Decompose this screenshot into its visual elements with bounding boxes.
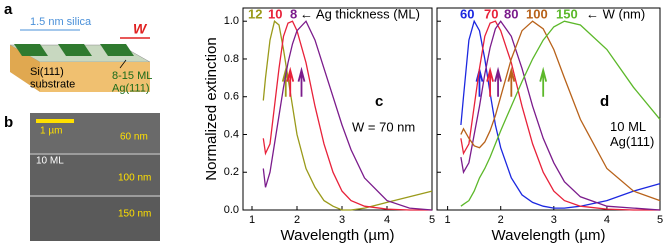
y-tick-label: 0.0 [224, 204, 239, 216]
y-tick-label: 1.0 [224, 15, 239, 27]
panel-a-sketch [9, 29, 151, 92]
legend-entry: 70 [484, 6, 498, 21]
arrow [507, 66, 516, 97]
legend-entry: 80 [504, 6, 518, 21]
annotation: W = 70 nm [352, 119, 415, 134]
arrow [486, 66, 494, 97]
x-tick-label: 3 [551, 214, 557, 226]
x-tick-label: 2 [498, 214, 504, 226]
legend-entry: 100 [526, 6, 548, 21]
y-axis-label: Normalized extinction [203, 37, 220, 180]
legend-entry: 10 [268, 6, 282, 21]
series-line [460, 20, 661, 202]
legend-entry: 150 [556, 6, 578, 21]
x-tick-label: 5 [429, 214, 435, 226]
annotation: 10 ML Ag(111) [610, 119, 654, 149]
plot-frame [242, 7, 433, 211]
x-tick-label: 1 [249, 214, 255, 226]
x-tick-label: 1 [445, 214, 451, 226]
legend-title: ← W (nm) [586, 6, 645, 21]
annotation: Si(111) substrate [30, 66, 75, 91]
panel-label: d [600, 93, 609, 110]
series-line [262, 20, 433, 211]
series-line [460, 19, 661, 209]
x-axis-label: Wavelength (µm) [281, 227, 395, 244]
x-tick-label: 4 [384, 214, 390, 226]
arrow [494, 66, 502, 97]
series-line [262, 20, 433, 211]
arrow [539, 66, 548, 97]
x-axis-label: Wavelength (µm) [492, 227, 606, 244]
arrow [297, 66, 306, 97]
annotation: 150 nm [118, 209, 151, 220]
legend-entry: 12 [248, 6, 262, 21]
series-line [460, 20, 661, 207]
panel-label: a [4, 1, 13, 18]
annotation: W [133, 21, 148, 37]
sem-image [30, 113, 160, 241]
x-tick-label: 5 [657, 214, 663, 226]
y-tick-label: 0.2 [224, 166, 239, 178]
legend-entry: 8 [290, 6, 297, 21]
series-line [460, 20, 660, 211]
annotation: 10 ML [36, 156, 64, 167]
annotation: 100 nm [118, 173, 151, 184]
annotation: 1 µm [40, 126, 62, 137]
annotation: 8-15 ML Ag(111) [112, 70, 152, 95]
y-tick-label: 0.4 [224, 128, 239, 140]
y-tick-label: 0.8 [224, 53, 239, 65]
panel-label: b [4, 114, 13, 131]
plot-frame [436, 7, 661, 211]
legend-title: ← Ag thickness (ML) [300, 6, 420, 21]
x-tick-label: 4 [604, 214, 610, 226]
legend-entry: 60 [460, 6, 474, 21]
panel-label: c [375, 93, 383, 110]
x-tick-label: 2 [294, 214, 300, 226]
x-tick-label: 3 [339, 214, 345, 226]
annotation: 1.5 nm silica [30, 16, 92, 28]
arrow [286, 66, 295, 97]
series-line [262, 20, 432, 211]
y-tick-label: 0.6 [224, 91, 239, 103]
series-line [460, 20, 661, 211]
annotation: 60 nm [120, 132, 148, 143]
